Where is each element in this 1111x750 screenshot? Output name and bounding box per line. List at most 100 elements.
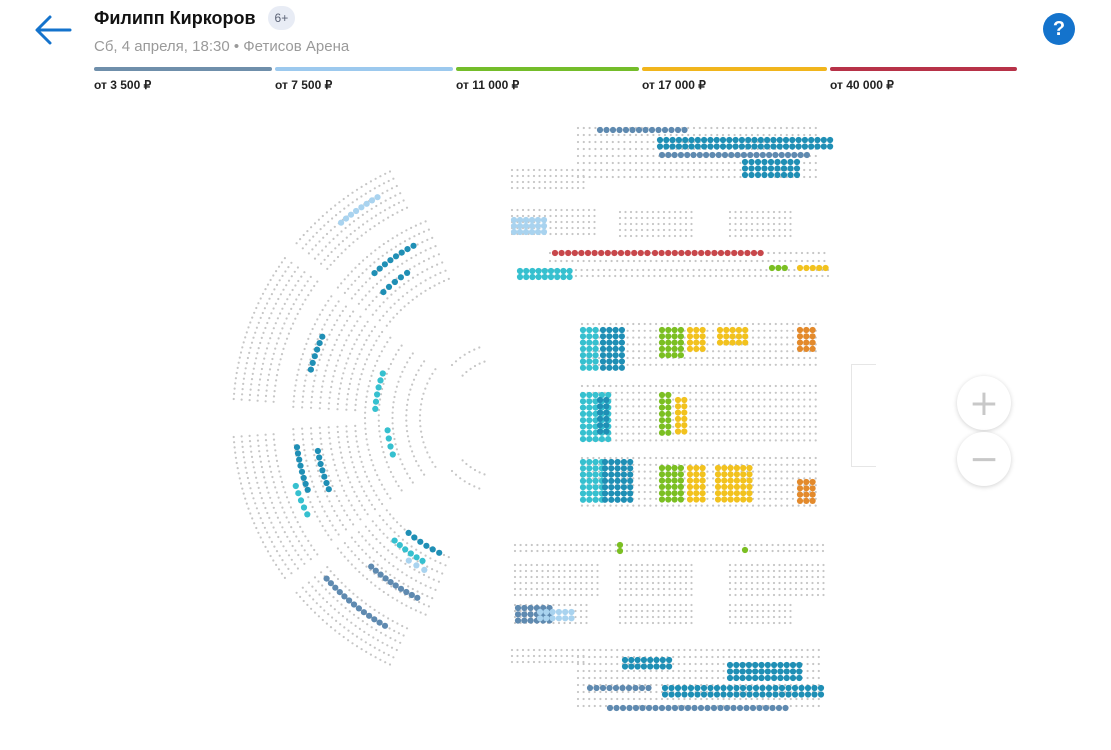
available-seat[interactable] xyxy=(721,490,728,497)
available-seat[interactable] xyxy=(606,684,613,692)
available-seat[interactable] xyxy=(396,542,403,549)
available-seat[interactable] xyxy=(742,326,749,334)
available-seat[interactable] xyxy=(681,409,688,416)
available-seat[interactable] xyxy=(648,126,656,134)
available-seat[interactable] xyxy=(658,410,666,417)
available-seat[interactable] xyxy=(601,484,609,491)
available-seat[interactable] xyxy=(314,447,321,455)
available-seat[interactable] xyxy=(719,143,727,150)
available-seat[interactable] xyxy=(547,267,555,275)
available-seat[interactable] xyxy=(694,684,701,692)
available-seat[interactable] xyxy=(783,674,790,682)
available-seat[interactable] xyxy=(798,684,805,692)
available-seat[interactable] xyxy=(292,482,299,490)
available-seat[interactable] xyxy=(739,691,747,698)
available-seat[interactable] xyxy=(387,443,394,450)
available-seat[interactable] xyxy=(793,171,801,179)
available-seat[interactable] xyxy=(599,352,607,359)
available-seat[interactable] xyxy=(729,333,736,340)
available-seat[interactable] xyxy=(626,704,633,712)
available-seat[interactable] xyxy=(620,484,628,491)
available-seat[interactable] xyxy=(678,249,685,257)
available-seat[interactable] xyxy=(665,429,672,436)
available-seat[interactable] xyxy=(601,477,609,484)
available-seat[interactable] xyxy=(693,471,700,478)
available-seat[interactable] xyxy=(601,458,609,466)
available-seat[interactable] xyxy=(693,326,700,334)
available-seat[interactable] xyxy=(721,464,728,472)
available-seat[interactable] xyxy=(740,496,747,503)
available-seat[interactable] xyxy=(681,396,688,404)
available-seat[interactable] xyxy=(377,571,384,578)
available-seat[interactable] xyxy=(686,339,694,346)
available-seat[interactable] xyxy=(616,126,623,134)
available-seat[interactable] xyxy=(707,143,714,150)
available-seat[interactable] xyxy=(699,345,706,352)
available-seat[interactable] xyxy=(652,704,659,712)
available-seat[interactable] xyxy=(528,222,536,230)
available-seat[interactable] xyxy=(699,339,706,346)
available-seat[interactable] xyxy=(714,496,722,503)
available-seat[interactable] xyxy=(714,483,722,490)
available-seat[interactable] xyxy=(407,550,414,557)
available-seat[interactable] xyxy=(608,471,615,478)
available-seat[interactable] xyxy=(436,549,443,556)
available-seat[interactable] xyxy=(693,339,700,346)
available-seat[interactable] xyxy=(745,136,752,144)
available-seat[interactable] xyxy=(612,345,619,352)
available-seat[interactable] xyxy=(764,136,771,144)
available-seat[interactable] xyxy=(822,264,829,272)
available-seat[interactable] xyxy=(380,289,387,296)
available-seat[interactable] xyxy=(540,228,548,236)
available-seat[interactable] xyxy=(579,429,587,436)
available-seat[interactable] xyxy=(686,464,694,472)
available-seat[interactable] xyxy=(579,398,587,405)
available-seat[interactable] xyxy=(707,684,714,692)
available-seat[interactable] xyxy=(814,136,821,144)
available-seat[interactable] xyxy=(780,165,788,172)
available-seat[interactable] xyxy=(754,158,762,166)
available-seat[interactable] xyxy=(787,171,794,179)
available-seat[interactable] xyxy=(697,704,705,712)
available-seat[interactable] xyxy=(658,477,666,484)
available-seat[interactable] xyxy=(619,684,626,692)
available-seat[interactable] xyxy=(622,126,630,134)
available-seat[interactable] xyxy=(601,490,609,497)
available-seat[interactable] xyxy=(809,264,816,272)
available-seat[interactable] xyxy=(327,580,334,587)
available-seat[interactable] xyxy=(804,691,812,698)
available-seat[interactable] xyxy=(309,359,316,366)
available-seat[interactable] xyxy=(809,491,816,498)
available-seat[interactable] xyxy=(599,345,607,352)
available-seat[interactable] xyxy=(699,490,706,497)
available-seat[interactable] xyxy=(586,333,593,340)
available-seat[interactable] xyxy=(761,158,768,166)
available-seat[interactable] xyxy=(637,249,644,257)
available-seat[interactable] xyxy=(671,326,678,334)
available-seat[interactable] xyxy=(803,345,810,352)
available-seat[interactable] xyxy=(410,242,417,249)
available-seat[interactable] xyxy=(698,249,705,257)
available-seat[interactable] xyxy=(665,417,672,424)
available-seat[interactable] xyxy=(579,458,587,466)
available-seat[interactable] xyxy=(750,249,758,257)
available-seat[interactable] xyxy=(620,477,628,484)
available-seat[interactable] xyxy=(671,249,678,257)
available-seat[interactable] xyxy=(579,423,587,430)
available-seat[interactable] xyxy=(596,403,604,410)
available-seat[interactable] xyxy=(397,585,405,592)
available-seat[interactable] xyxy=(671,477,678,484)
available-seat[interactable] xyxy=(612,364,619,371)
available-seat[interactable] xyxy=(599,358,607,365)
available-seat[interactable] xyxy=(645,684,652,692)
available-seat[interactable] xyxy=(716,326,724,334)
available-seat[interactable] xyxy=(618,339,626,346)
available-seat[interactable] xyxy=(374,391,381,398)
available-seat[interactable] xyxy=(404,269,411,276)
available-seat[interactable] xyxy=(770,136,777,144)
available-seat[interactable] xyxy=(728,151,735,159)
available-seat[interactable] xyxy=(796,674,803,682)
available-seat[interactable] xyxy=(809,485,816,492)
available-seat[interactable] xyxy=(543,615,550,622)
available-seat[interactable] xyxy=(707,136,714,144)
